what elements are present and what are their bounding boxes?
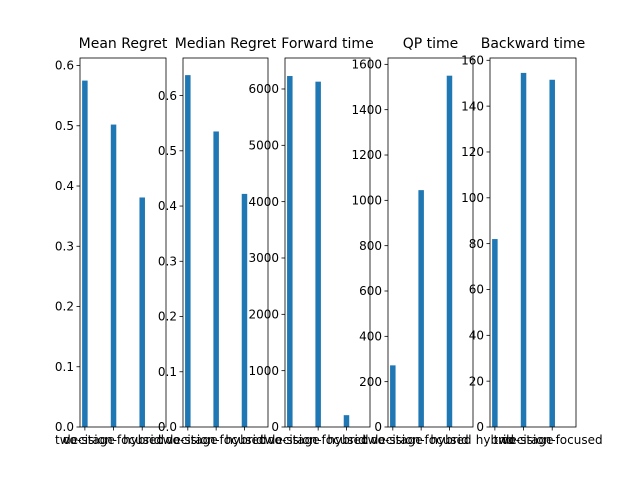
bar <box>492 239 498 427</box>
y-tick-label: 600 <box>359 284 382 298</box>
x-tick-label: decision-focused <box>502 433 603 447</box>
y-tick-label: 100 <box>461 191 484 205</box>
bar <box>242 194 248 427</box>
y-tick-label: 0.1 <box>55 360 74 374</box>
y-tick-label: 0.4 <box>55 179 74 193</box>
y-tick-label: 40 <box>469 329 484 343</box>
y-tick-label: 800 <box>359 239 382 253</box>
x-tick-label: hybrid <box>430 433 468 447</box>
y-tick-label: 0.3 <box>55 239 74 253</box>
bar <box>418 190 424 427</box>
x-tick-label: hybrid <box>225 433 263 447</box>
bar <box>549 80 555 427</box>
bar <box>447 76 453 427</box>
chart-title: Backward time <box>481 36 586 52</box>
y-tick-label: 0.2 <box>55 300 74 314</box>
y-tick-label: 0.6 <box>55 59 74 73</box>
y-tick-label: 0.5 <box>55 119 74 133</box>
y-tick-label: 1400 <box>351 103 382 117</box>
y-tick-label: 2000 <box>248 308 279 322</box>
chart-title: QP time <box>403 36 459 52</box>
y-tick-label: 140 <box>461 99 484 113</box>
chart-title: Median Regret <box>175 36 277 52</box>
y-tick-label: 0.6 <box>158 89 177 103</box>
bar <box>111 125 117 427</box>
bar <box>521 73 527 427</box>
y-tick-label: 80 <box>469 237 484 251</box>
y-tick-label: 1200 <box>351 148 382 162</box>
x-tick-label: hybrid <box>327 433 365 447</box>
y-tick-label: 0.4 <box>158 199 177 213</box>
bar <box>139 197 145 427</box>
chart-title: Forward time <box>281 36 373 52</box>
bar <box>315 82 321 427</box>
bar <box>390 365 396 427</box>
chart-title: Mean Regret <box>79 36 168 52</box>
y-tick-label: 160 <box>461 53 484 67</box>
bar <box>82 81 88 427</box>
y-tick-label: 200 <box>359 375 382 389</box>
x-tick-label: hybrid <box>123 433 161 447</box>
y-tick-label: 3000 <box>248 251 279 265</box>
y-tick-label: 120 <box>461 145 484 159</box>
y-tick-label: 1000 <box>351 194 382 208</box>
y-tick-label: 20 <box>469 374 484 388</box>
y-tick-label: 4000 <box>248 195 279 209</box>
y-tick-label: 0.3 <box>158 254 177 268</box>
y-tick-label: 60 <box>469 283 484 297</box>
bar <box>213 131 219 427</box>
bar <box>287 76 293 427</box>
y-tick-label: 1600 <box>351 58 382 72</box>
bar <box>344 415 350 427</box>
bar <box>185 75 191 427</box>
y-tick-label: 400 <box>359 330 382 344</box>
y-tick-label: 0.5 <box>158 144 177 158</box>
y-tick-label: 5000 <box>248 139 279 153</box>
y-tick-label: 1000 <box>248 364 279 378</box>
y-tick-label: 6000 <box>248 82 279 96</box>
y-tick-label: 0.2 <box>158 310 177 324</box>
y-tick-label: 0.1 <box>158 365 177 379</box>
